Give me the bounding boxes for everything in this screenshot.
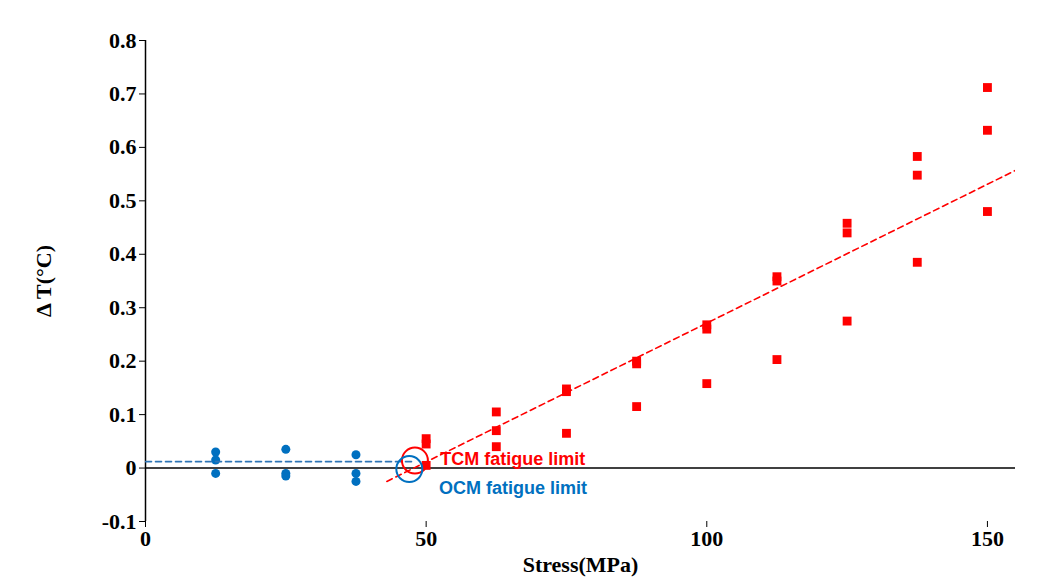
- svg-text:50: 50: [415, 526, 437, 551]
- svg-text:0.5: 0.5: [109, 188, 137, 213]
- svg-text:150: 150: [971, 526, 1004, 551]
- svg-text:100: 100: [690, 526, 723, 551]
- svg-text:0.8: 0.8: [109, 28, 137, 53]
- svg-text:0.4: 0.4: [109, 241, 137, 266]
- svg-text:-0.1: -0.1: [102, 509, 137, 534]
- svg-text:0: 0: [140, 526, 151, 551]
- svg-text:Stress(MPa): Stress(MPa): [523, 552, 639, 577]
- svg-text:0.1: 0.1: [109, 402, 137, 427]
- svg-text:Δ T(°C): Δ T(°C): [31, 245, 56, 317]
- svg-text:0.3: 0.3: [109, 295, 137, 320]
- svg-text:0.2: 0.2: [109, 348, 137, 373]
- svg-text:TCM fatigue limit: TCM fatigue limit: [440, 449, 585, 469]
- svg-text:0.6: 0.6: [109, 134, 137, 159]
- svg-text:OCM fatigue limit: OCM fatigue limit: [439, 478, 587, 498]
- svg-text:0.7: 0.7: [109, 81, 137, 106]
- svg-text:0: 0: [126, 455, 137, 480]
